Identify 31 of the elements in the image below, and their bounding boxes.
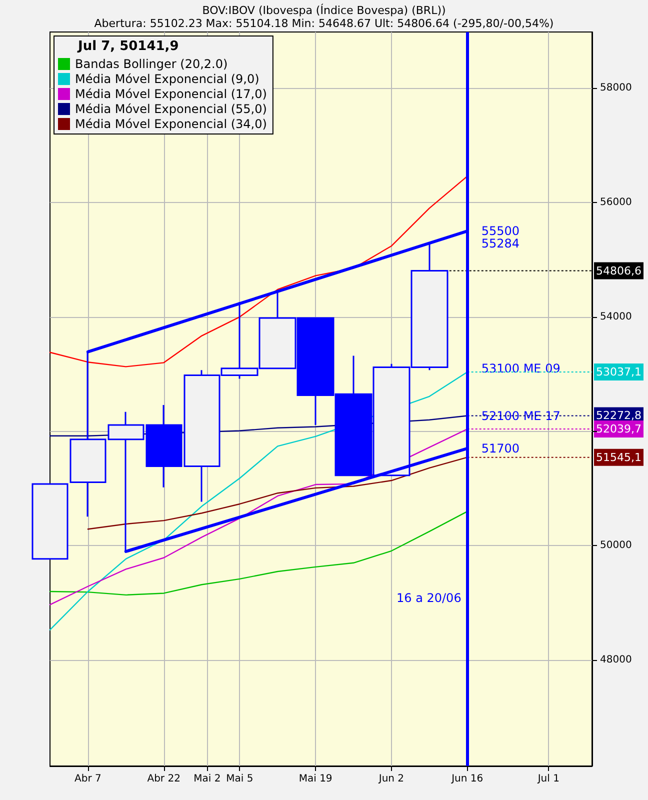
annotation: 52100 ME 17 xyxy=(481,408,560,423)
y-tick-label: 58000 xyxy=(600,82,632,94)
annotation: 55500 xyxy=(481,224,520,238)
y-tick-label: 48000 xyxy=(600,654,632,666)
chart-title: BOV:IBOV (Ibovespa (Índice Bovespa) (BRL)) xyxy=(202,3,446,17)
x-tick-label: Abr 7 xyxy=(74,774,102,784)
ref-line-label: 16 a 20/06 xyxy=(396,591,462,605)
legend-label: Bandas Bollinger (20,2.0) xyxy=(75,57,228,71)
annotation: 51545,1 xyxy=(596,450,642,464)
x-tick-label: Mai 2 xyxy=(194,774,221,784)
x-tick-label: Mai 19 xyxy=(298,774,332,784)
annotation: 55284 xyxy=(481,236,520,250)
annotation: 52272,8 xyxy=(596,409,642,422)
x-tick-label: Jun 16 xyxy=(450,774,484,784)
annotation: 54806,6 xyxy=(596,264,642,278)
chart-subtitle: Abertura: 55102.23 Max: 55104.18 Min: 54648.67 Ult: 54806.64 (-295,80/-00,54%) xyxy=(94,17,554,30)
legend-label: Média Móvel Exponencial (55,0) xyxy=(75,102,267,116)
annotation: 53037,1 xyxy=(596,365,642,378)
y-tick-label: 50000 xyxy=(600,540,632,552)
x-tick-label: Jul 1 xyxy=(536,774,560,784)
annotation: 52039,7 xyxy=(596,422,642,436)
y-tick-label: 56000 xyxy=(600,196,632,208)
legend-label: Média Móvel Exponencial (9,0) xyxy=(75,72,260,86)
annotation: 51700 xyxy=(481,441,520,456)
x-tick-label: Abr 22 xyxy=(147,774,180,784)
x-tick-label: Jun 2 xyxy=(378,774,404,784)
x-tick-label: Mai 5 xyxy=(226,774,254,784)
legend-title: Jul 7, 50141,9 xyxy=(77,39,179,54)
y-tick-label: 54000 xyxy=(600,311,632,322)
legend-label: Média Móvel Exponencial (34,0) xyxy=(75,117,267,131)
legend-label: Média Móvel Exponencial (17,0) xyxy=(75,87,267,101)
